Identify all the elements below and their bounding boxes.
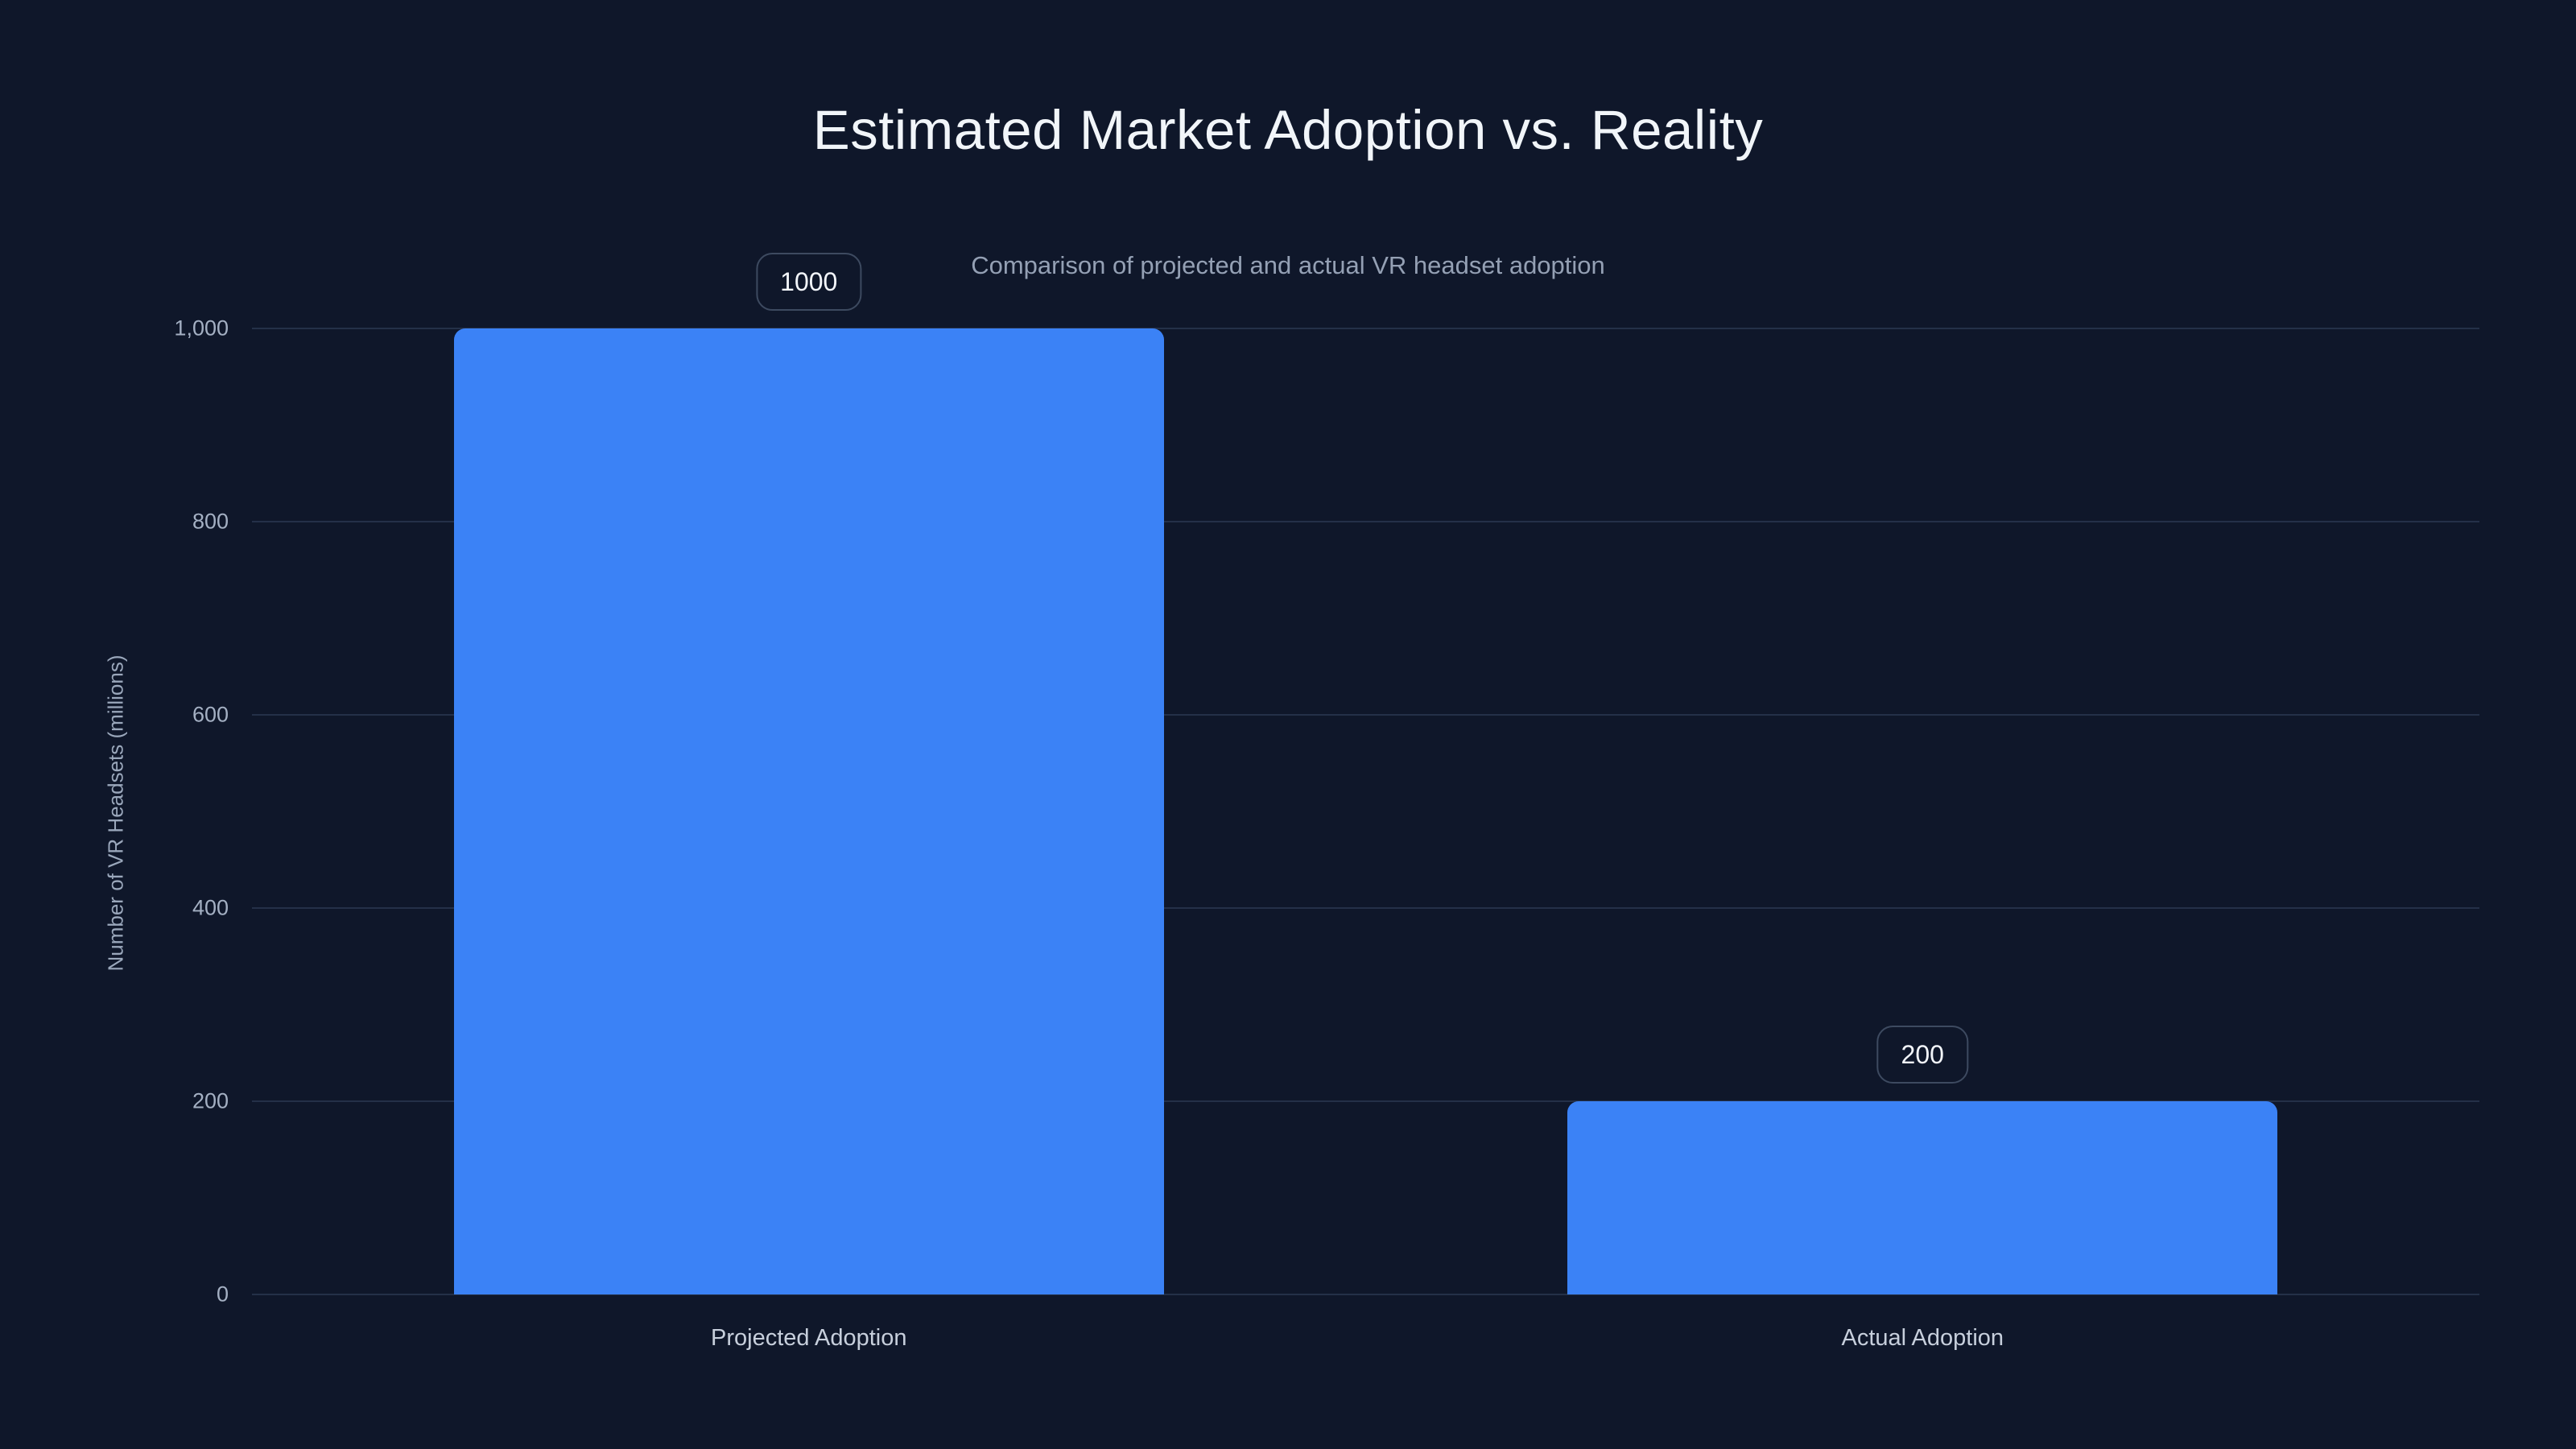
- y-axis-tick-label: 600: [192, 702, 229, 727]
- value-label-badge: 200: [1876, 1026, 1968, 1084]
- gridline: [252, 714, 2479, 716]
- y-axis-tick-label: 200: [192, 1088, 229, 1113]
- gridline: [252, 907, 2479, 909]
- y-axis-tick-label: 0: [216, 1282, 229, 1307]
- gridline: [252, 1294, 2479, 1295]
- x-axis-category-label: Projected Adoption: [711, 1325, 907, 1351]
- gridline: [252, 328, 2479, 329]
- y-axis-tick-label: 800: [192, 509, 229, 534]
- x-axis-category-label: Actual Adoption: [1841, 1325, 2004, 1351]
- gridline: [252, 1100, 2479, 1102]
- chart-subtitle: Comparison of projected and actual VR he…: [971, 251, 1605, 279]
- y-axis-tick-label: 400: [192, 895, 229, 920]
- value-label-badge: 1000: [756, 253, 862, 311]
- bar-actual-adoption[interactable]: [1567, 1101, 2278, 1294]
- gridline: [252, 521, 2479, 522]
- y-axis-tick-label: 1,000: [174, 316, 229, 341]
- chart-title: Estimated Market Adoption vs. Reality: [812, 99, 1764, 161]
- bar-projected-adoption[interactable]: [453, 328, 1164, 1294]
